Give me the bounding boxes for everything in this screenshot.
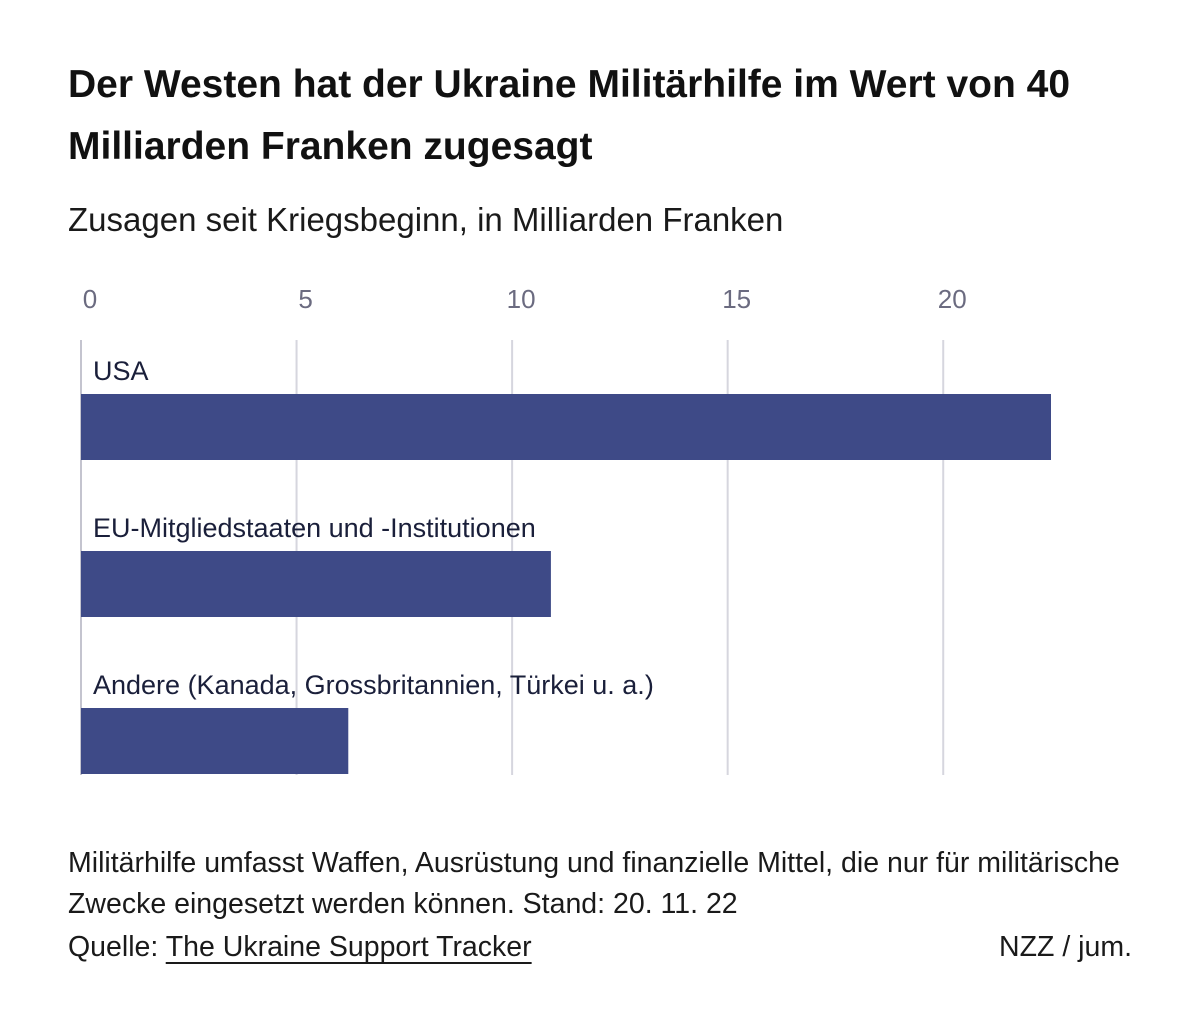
bar-chart: 0 5 10 15 20 USA EU-Mitgliedstaaten und -Inst… — [80, 284, 1051, 775]
bars — [81, 394, 1051, 774]
chart-subtitle: Zusagen seit Kriegsbeginn, in Milliarden… — [68, 201, 784, 238]
footnote: Militärhilfe umfasst Waffen, Ausrüstung … — [68, 847, 1120, 920]
x-tick-label-10: 10 — [507, 284, 536, 314]
x-axis-ticks: 0 5 10 15 20 — [83, 284, 967, 314]
bar — [81, 394, 1051, 460]
bar — [81, 708, 349, 774]
category-labels: USA EU-Mitgliedstaaten und -Institutionen… — [93, 356, 654, 700]
x-tick-label-0: 0 — [83, 284, 97, 314]
source-label: Quelle: — [68, 931, 159, 963]
source-line: Quelle: The Ukraine Support Tracker NZZ … — [68, 927, 1132, 968]
credit: NZZ / jum. — [999, 931, 1132, 963]
x-tick-label-15: 15 — [722, 284, 751, 314]
bar — [81, 551, 551, 617]
x-tick-label-20: 20 — [938, 284, 967, 314]
chart-title: Der Westen hat der Ukraine Militärhilfe … — [68, 63, 1071, 168]
category-label: Andere (Kanada, Grossbritannien, Türkei … — [93, 670, 654, 700]
source-link[interactable]: The Ukraine Support Tracker — [165, 931, 532, 963]
category-label: USA — [93, 356, 149, 386]
x-tick-label-5: 5 — [298, 284, 312, 314]
category-label: EU-Mitgliedstaaten und -Institutionen — [93, 513, 536, 543]
